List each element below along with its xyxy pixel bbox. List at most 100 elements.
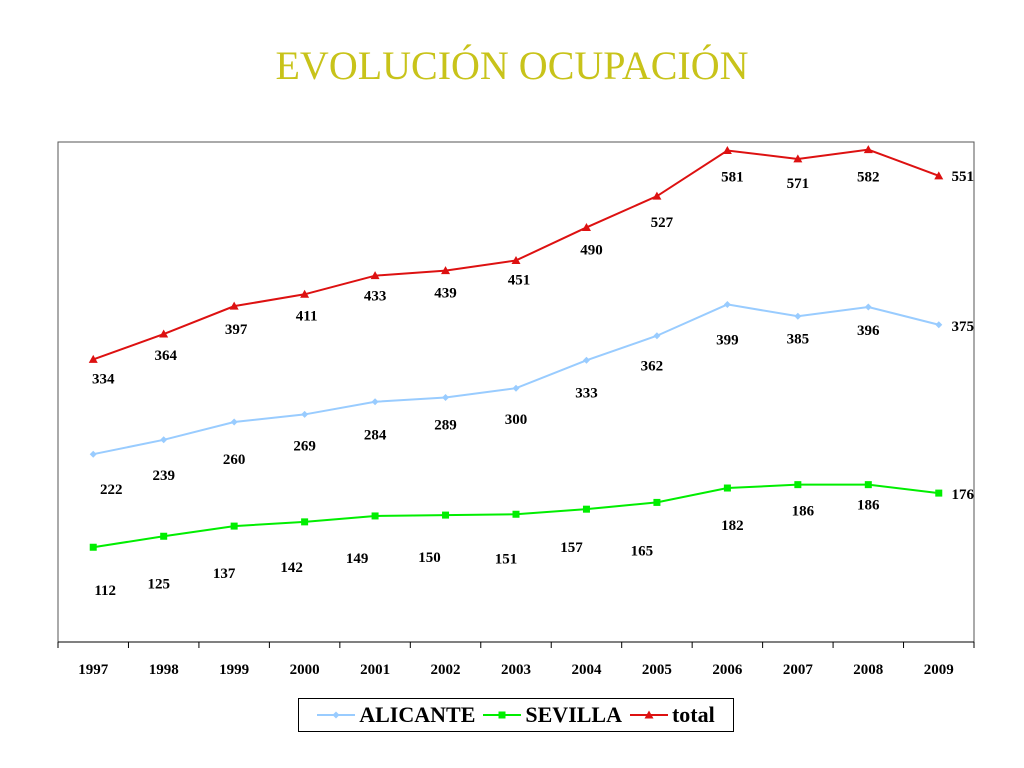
total-point xyxy=(300,289,310,298)
alicante-data-label: 385 xyxy=(787,331,810,347)
total-data-label: 439 xyxy=(434,286,457,302)
total-point xyxy=(88,354,98,363)
x-tick-label: 2004 xyxy=(571,662,602,678)
total-data-label: 551 xyxy=(952,169,975,185)
legend-item-total: total xyxy=(629,702,715,728)
total-data-label: 451 xyxy=(508,272,531,288)
total-data-label: 411 xyxy=(296,308,318,324)
sevilla-data-label: 176 xyxy=(952,487,975,503)
x-tick-label: 1998 xyxy=(149,662,179,678)
total-point xyxy=(229,301,239,310)
alicante-point xyxy=(371,398,379,406)
total-point xyxy=(722,145,732,154)
x-tick-label: 2001 xyxy=(360,662,390,678)
total-point xyxy=(863,145,873,154)
legend-label-sevilla: SEVILLA xyxy=(525,702,622,727)
alicante-point xyxy=(89,450,97,458)
x-axis: 1997 1998 1999 2000 2001 2002 2003 2004 2005 2006… xyxy=(57,641,975,678)
x-tick-label: 2006 xyxy=(712,662,743,678)
x-tick-label: 1999 xyxy=(219,662,249,678)
total-point xyxy=(159,329,169,338)
sevilla-data-label: 182 xyxy=(721,518,744,534)
sevilla-point xyxy=(230,522,238,530)
total-data-label: 582 xyxy=(857,170,880,186)
sevilla-data-label: 157 xyxy=(560,540,583,556)
alicante-point xyxy=(723,300,731,308)
alicante-data-label: 396 xyxy=(857,323,880,339)
page-title: EVOLUCIÓN OCUPACIÓN xyxy=(275,43,749,88)
legend-marker-alicante xyxy=(332,711,340,719)
alicante-data-label: 375 xyxy=(952,319,975,335)
x-tick-label: 2000 xyxy=(290,662,320,678)
sevilla-point xyxy=(794,481,802,489)
sevilla-point xyxy=(442,511,450,519)
sevilla-point xyxy=(371,512,379,520)
legend-swatch-sevilla xyxy=(483,708,522,722)
total-point xyxy=(511,255,521,264)
total-data-label: 581 xyxy=(721,169,744,185)
total-data-label: 334 xyxy=(92,371,115,387)
sevilla-point xyxy=(160,532,168,540)
total-data-label: 527 xyxy=(651,215,674,231)
sevilla-data-label: 137 xyxy=(213,566,236,582)
total-data-label: 433 xyxy=(364,289,387,305)
x-tick-label: 2009 xyxy=(924,662,954,678)
alicante-data-label: 284 xyxy=(364,428,387,444)
legend-swatch-total xyxy=(629,708,668,722)
legend-marker-total xyxy=(644,710,654,719)
sevilla-point xyxy=(723,484,731,492)
total-point xyxy=(441,266,451,275)
alicante-point xyxy=(442,394,450,402)
total-point xyxy=(793,154,803,163)
sevilla-data-label: 151 xyxy=(495,551,518,567)
alicante-data-label: 239 xyxy=(152,468,175,484)
x-tick-label: 2008 xyxy=(853,662,883,678)
total-point xyxy=(652,191,662,200)
alicante-point xyxy=(230,418,238,426)
alicante-point xyxy=(301,410,309,418)
sevilla-point xyxy=(582,505,590,513)
sevilla-point xyxy=(89,543,97,551)
alicante-point xyxy=(512,384,520,392)
alicante-point xyxy=(653,332,661,340)
sevilla-point xyxy=(653,498,661,506)
legend: ALICANTE SEVILLA total xyxy=(298,698,734,732)
alicante-data-label: 222 xyxy=(100,482,123,498)
sevilla-point xyxy=(935,489,943,497)
legend-marker-sevilla xyxy=(498,711,506,719)
sevilla-point xyxy=(512,510,520,518)
x-tick-label: 2007 xyxy=(783,662,814,678)
total-point xyxy=(934,171,944,180)
sevilla-data-label: 150 xyxy=(418,550,441,566)
x-tick-label: 2005 xyxy=(642,662,672,678)
sevilla-data-label: 186 xyxy=(792,504,815,520)
plot-area xyxy=(57,141,975,643)
x-tick-label: 2002 xyxy=(431,662,461,678)
alicante-data-label: 399 xyxy=(716,332,739,348)
legend-label-total: total xyxy=(671,702,715,727)
sevilla-data-label: 112 xyxy=(94,583,116,599)
alicante-point xyxy=(864,303,872,311)
total-point xyxy=(581,222,591,231)
legend-item-sevilla: SEVILLA xyxy=(483,702,622,728)
sevilla-data-label: 186 xyxy=(857,498,880,514)
alicante-data-label: 300 xyxy=(505,412,528,428)
alicante-data-label: 289 xyxy=(434,418,457,434)
legend-item-alicante: ALICANTE xyxy=(317,702,475,728)
series-layer xyxy=(88,145,944,551)
alicante-data-label: 260 xyxy=(223,452,246,468)
alicante-data-label: 333 xyxy=(575,385,598,401)
total-data-label: 397 xyxy=(225,322,248,338)
total-point xyxy=(370,271,380,280)
total-data-label: 364 xyxy=(154,348,177,364)
alicante-point xyxy=(794,312,802,320)
legend-label-alicante: ALICANTE xyxy=(359,702,476,727)
alicante-point xyxy=(582,356,590,364)
total-data-label: 571 xyxy=(787,176,810,192)
sevilla-data-label: 142 xyxy=(280,560,303,576)
alicante-point xyxy=(160,436,168,444)
x-tick-label: 2003 xyxy=(501,662,531,678)
sevilla-point xyxy=(301,518,309,526)
sevilla-data-label: 165 xyxy=(631,543,654,559)
